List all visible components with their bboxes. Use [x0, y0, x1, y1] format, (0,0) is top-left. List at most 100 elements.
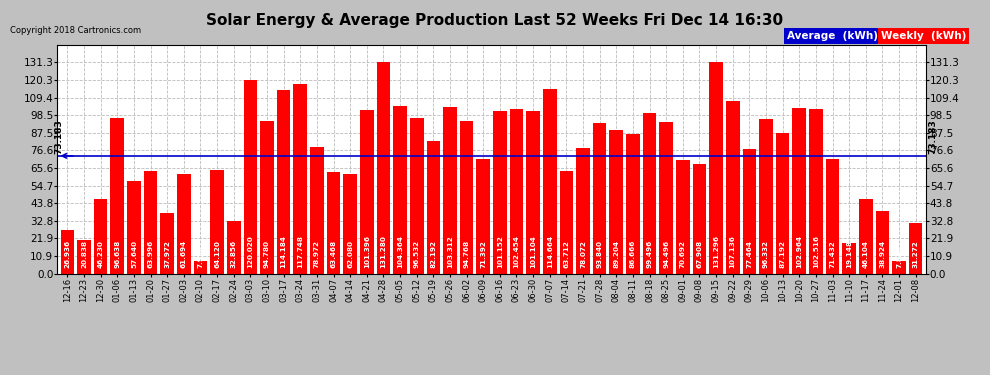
Text: 94.768: 94.768	[463, 240, 469, 268]
Bar	[909, 224, 923, 274]
Bar	[493, 111, 507, 274]
Bar	[459, 121, 473, 274]
Bar	[809, 109, 823, 274]
Bar	[227, 221, 241, 274]
Bar	[709, 62, 723, 274]
Text: 26.936: 26.936	[64, 240, 70, 268]
Text: 96.332: 96.332	[763, 240, 769, 268]
Text: Weekly  (kWh): Weekly (kWh)	[881, 31, 966, 41]
Bar	[759, 118, 773, 274]
Bar	[293, 84, 307, 274]
Bar	[676, 160, 690, 274]
Text: 96.638: 96.638	[114, 240, 121, 268]
Bar	[842, 243, 856, 274]
Bar	[792, 108, 806, 274]
Text: 114.184: 114.184	[280, 235, 287, 268]
Text: 38.924: 38.924	[879, 240, 885, 268]
Text: 82.192: 82.192	[431, 240, 437, 268]
Text: 78.072: 78.072	[580, 240, 586, 268]
Text: 101.396: 101.396	[363, 235, 370, 268]
Bar	[543, 89, 556, 274]
Bar	[327, 171, 341, 274]
Bar	[360, 110, 373, 274]
Text: 131.296: 131.296	[713, 235, 719, 268]
Text: 107.136: 107.136	[730, 235, 736, 268]
Bar	[144, 171, 157, 274]
Bar	[559, 171, 573, 274]
Text: 63.996: 63.996	[148, 240, 153, 268]
Text: 63.468: 63.468	[331, 240, 337, 268]
Bar	[610, 130, 623, 274]
Bar	[527, 111, 540, 274]
Text: 62.080: 62.080	[347, 240, 353, 268]
Text: 64.120: 64.120	[214, 240, 220, 268]
Text: 117.748: 117.748	[297, 235, 303, 268]
Bar	[444, 107, 456, 274]
Text: 73.183: 73.183	[929, 119, 938, 154]
Text: 103.312: 103.312	[446, 236, 453, 268]
Text: 70.692: 70.692	[680, 240, 686, 268]
Bar	[177, 174, 191, 274]
Text: 89.204: 89.204	[613, 240, 620, 268]
Bar	[576, 148, 590, 274]
Text: 7.840: 7.840	[896, 245, 902, 268]
Text: 7.926: 7.926	[197, 245, 204, 268]
Text: 71.432: 71.432	[830, 240, 836, 268]
Text: 77.464: 77.464	[746, 240, 752, 268]
Bar	[127, 181, 141, 274]
Text: 78.972: 78.972	[314, 240, 320, 268]
Text: 32.856: 32.856	[231, 240, 237, 268]
Text: 101.104: 101.104	[530, 236, 537, 268]
Text: 46.104: 46.104	[862, 240, 869, 268]
Text: 102.454: 102.454	[514, 235, 520, 268]
Text: 67.908: 67.908	[696, 240, 703, 268]
Bar	[875, 211, 889, 274]
Text: 46.230: 46.230	[98, 240, 104, 268]
Text: 71.392: 71.392	[480, 240, 486, 268]
Text: Copyright 2018 Cartronics.com: Copyright 2018 Cartronics.com	[10, 26, 141, 35]
Bar	[476, 159, 490, 274]
Bar	[111, 118, 124, 274]
Bar	[194, 261, 207, 274]
Bar	[593, 123, 607, 274]
Text: Average  (kWh): Average (kWh)	[787, 31, 878, 41]
Text: 94.496: 94.496	[663, 240, 669, 268]
Text: 73.183: 73.183	[54, 120, 63, 154]
Text: 20.838: 20.838	[81, 240, 87, 268]
Text: 94.780: 94.780	[264, 240, 270, 268]
Text: Solar Energy & Average Production Last 52 Weeks Fri Dec 14 16:30: Solar Energy & Average Production Last 5…	[207, 13, 783, 28]
Text: 37.972: 37.972	[164, 240, 170, 268]
Text: 99.496: 99.496	[646, 240, 652, 268]
Bar	[410, 118, 424, 274]
Bar	[859, 200, 872, 274]
Bar	[244, 80, 257, 274]
Bar	[693, 164, 706, 274]
Text: 63.712: 63.712	[563, 240, 569, 268]
Bar	[643, 114, 656, 274]
Bar	[160, 213, 174, 274]
Text: 19.148: 19.148	[846, 240, 852, 268]
Bar	[60, 230, 74, 274]
Bar	[94, 199, 108, 274]
Bar	[344, 174, 357, 274]
Bar	[892, 261, 906, 274]
Bar	[210, 171, 224, 274]
Text: 86.666: 86.666	[630, 240, 636, 268]
Text: 102.964: 102.964	[796, 235, 802, 268]
Text: 101.152: 101.152	[497, 235, 503, 268]
Bar	[277, 90, 290, 274]
Text: 31.272: 31.272	[913, 240, 919, 268]
Text: 120.020: 120.020	[248, 236, 253, 268]
Text: 61.694: 61.694	[181, 240, 187, 268]
Bar	[726, 101, 740, 274]
Text: 102.516: 102.516	[813, 235, 819, 268]
Bar	[776, 133, 789, 274]
Text: 96.532: 96.532	[414, 240, 420, 268]
Bar	[626, 134, 640, 274]
Bar	[376, 62, 390, 274]
Text: 131.280: 131.280	[380, 235, 386, 268]
Bar	[393, 106, 407, 274]
Bar	[77, 240, 91, 274]
Bar	[742, 149, 756, 274]
Bar	[826, 159, 840, 274]
